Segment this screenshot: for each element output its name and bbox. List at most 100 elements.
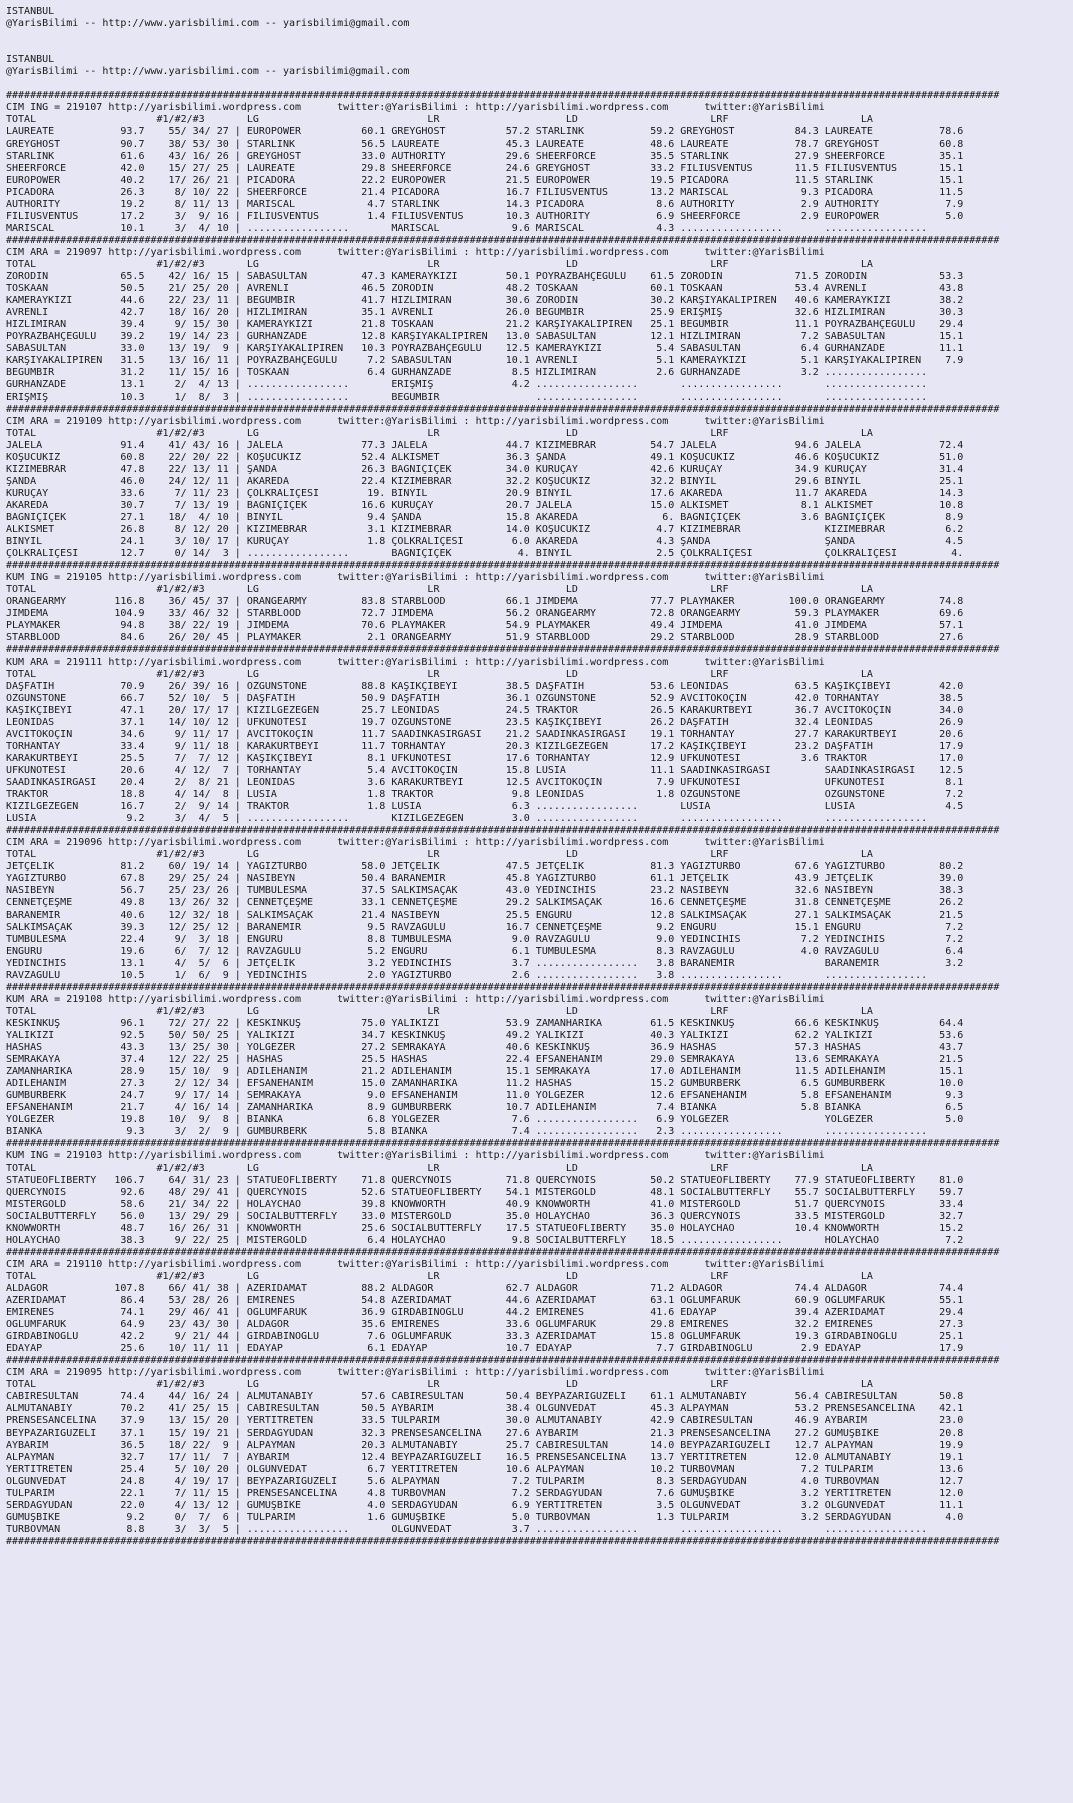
- data-row: BİNYIL 24.1 3/ 10/ 17 | KURUÇAY 1.8 ÇÖLK…: [6, 536, 964, 548]
- data-row: TURBOVMAN 8.8 3/ 3/ 5 | ................…: [6, 1523, 964, 1535]
- block-separator: ########################################…: [6, 1138, 1000, 1150]
- data-row: STARLİNK 61.6 43/ 16/ 26 | GREYGHOST 33.…: [6, 150, 964, 162]
- data-row: YAĞIZTURBO 67.8 29/ 25/ 24 | NASİBEYN 50…: [6, 873, 964, 885]
- data-row: MISTERGOLD 58.6 21/ 34/ 22 | HOLAYCHAO 3…: [6, 1198, 964, 1210]
- data-row: KAŞIKÇIBEYİ 47.1 20/ 17/ 17 | KIZILGEZEG…: [6, 704, 964, 716]
- data-row: OĞLUMFARUK 64.9 23/ 43/ 30 | ALDAGÖR 35.…: [6, 1319, 964, 1331]
- data-row: YEDİNCİHİS 13.1 4/ 5/ 6 | JETÇELİK 3.2 Y…: [6, 957, 964, 969]
- data-row: TORHANTAY 33.4 9/ 11/ 18 | KARAKURTBEYİ …: [6, 740, 964, 752]
- data-row: ŞANDA 46.0 24/ 12/ 11 | AKAREDA 22.4 KIZ…: [6, 475, 964, 487]
- data-row: BEGÜMBİR 31.2 11/ 15/ 16 | TOSKAAN 6.4 G…: [6, 367, 964, 379]
- data-row: JETÇELİK 81.2 60/ 19/ 14 | YAĞIZTURBO 58…: [6, 861, 964, 873]
- data-row: KURUÇAY 33.6 7/ 11/ 23 | ÇÖLKRALİÇESİ 19…: [6, 487, 964, 499]
- data-row: AVRENLİ 42.7 18/ 16/ 20 | HIZLIMİRAN 35.…: [6, 307, 964, 319]
- masthead-contact: @YarisBilimi -- http://www.yarisbilimi.c…: [6, 18, 410, 30]
- block-separator: ########################################…: [6, 234, 1000, 246]
- data-row: ERİŞMİŞ 10.3 1/ 8/ 3 | .................…: [6, 391, 964, 403]
- data-row: FILIUSVENTUS 17.2 3/ 9/ 16 | FILIUSVENTU…: [6, 210, 964, 222]
- data-row: SERDAĞYUDAN 22.0 4/ 13/ 12 | GÜMÜŞBİKE 4…: [6, 1499, 964, 1511]
- data-row: HASHAS 43.3 13/ 25/ 30 | YOLGEZER 27.2 S…: [6, 1042, 964, 1054]
- data-row: KOŞUCUKIZ 60.8 22/ 20/ 22 | KOŞUCUKIZ 52…: [6, 451, 964, 463]
- block-title-219111: KUM ARA = 219111 http://yarisbilimi.word…: [6, 656, 825, 668]
- terminal-report-sheet: ISTANBUL @YarisBilimi -- http://www.yaris…: [6, 6, 1073, 1547]
- data-row: STARBLOOD 84.6 26/ 20/ 45 | PLAYMAKER 2.…: [6, 632, 964, 644]
- data-row: ÖZGÜNSTONE 66.7 52/ 10/ 5 | DAŞFATİH 50.…: [6, 692, 964, 704]
- masthead-spacer: [6, 78, 1073, 90]
- column-header-row: TOTAL #1/#2/#3 LG LR LD LRF LA: [6, 427, 873, 439]
- data-row: KNOWWORTH 48.7 16/ 26/ 31 | KNOWWORTH 25…: [6, 1222, 964, 1234]
- column-header-row: TOTAL #1/#2/#3 LG LR LD LRF LA: [6, 849, 873, 861]
- data-row: BAĞNIÇİÇEK 27.1 18/ 4/ 10 | BİNYIL 9.4 Ş…: [6, 511, 964, 523]
- data-row: JALELA 91.4 41/ 43/ 16 | JALELA 77.3 JAL…: [6, 439, 964, 451]
- data-row: ALPAYMAN 32.7 17/ 11/ 7 | AYBARIM 12.4 B…: [6, 1451, 964, 1463]
- block-title-219110: CIM ARA = 219110 http://yarisbilimi.word…: [6, 1258, 825, 1270]
- data-row: EMİRENES 74.1 29/ 46/ 41 | OĞLUMFARUK 36…: [6, 1307, 964, 1319]
- column-header-row: TOTAL #1/#2/#3 LG LR LD LRF LA: [6, 258, 873, 270]
- masthead-spacer: [6, 30, 1073, 42]
- block-separator: ########################################…: [6, 981, 1000, 993]
- data-row: GREYGHOST 90.7 38/ 53/ 30 | STARLİNK 56.…: [6, 138, 964, 150]
- data-row: KIZIMEBRAR 47.8 22/ 13/ 11 | ŞANDA 26.3 …: [6, 463, 964, 475]
- block-separator: ########################################…: [6, 644, 1000, 656]
- data-row: BEYPAZARIGÜZELİ 37.1 15/ 19/ 21 | SERDAĞ…: [6, 1427, 964, 1439]
- column-header-row: TOTAL #1/#2/#3 LG LR LD LRF LA: [6, 1270, 873, 1282]
- data-row: EDAYAP 25.6 10/ 11/ 11 | EDAYAP 6.1 EDAY…: [6, 1343, 964, 1355]
- block-separator: ########################################…: [6, 403, 1000, 415]
- data-row: DAŞFATİH 70.9 26/ 39/ 16 | ÖZGÜNSTONE 88…: [6, 680, 964, 692]
- data-row: LUSİA 9.2 3/ 4/ 5 | ................. KI…: [6, 813, 964, 825]
- data-row: CENNETÇEŞME 49.8 13/ 26/ 32 | CENNETÇEŞM…: [6, 897, 964, 909]
- data-row: AKAREDA 30.7 7/ 13/ 19 | BAĞNIÇİÇEK 16.6…: [6, 499, 964, 511]
- data-row: OLGUNVEDAT 24.8 4/ 19/ 17 | BEYPAZARIGÜZ…: [6, 1475, 964, 1487]
- data-row: CABİRESULTAN 74.4 44/ 16/ 24 | ALMUTANAB…: [6, 1391, 964, 1403]
- block-title-219095: CIM ARA = 219095 http://yarisbilimi.word…: [6, 1367, 825, 1379]
- block-separator: ########################################…: [6, 1355, 1000, 1367]
- data-row: AUTHORITY 19.2 8/ 11/ 13 | MARISCAL 4.7 …: [6, 198, 964, 210]
- column-header-row: TOTAL #1/#2/#3 LG LR LD LRF LA: [6, 584, 873, 596]
- data-row: EFSANEHANIM 21.7 4/ 16/ 14 | ZAMANHARİKA…: [6, 1102, 964, 1114]
- column-header-row: TOTAL #1/#2/#3 LG LR LD LRF LA: [6, 114, 873, 126]
- data-row: EUROPOWER 40.2 17/ 26/ 21 | PICADORA 22.…: [6, 174, 964, 186]
- column-header-row: TOTAL #1/#2/#3 LG LR LD LRF LA: [6, 1379, 873, 1391]
- data-row: GÜRHANZADE 13.1 2/ 4/ 13 | .............…: [6, 379, 964, 391]
- data-row: BİANKA 9.3 3/ 2/ 9 | GÜMBÜRBERK 5.8 BİAN…: [6, 1126, 964, 1138]
- data-row: NASİBEYN 56.7 25/ 23/ 26 | TUMBULESMA 37…: [6, 885, 964, 897]
- data-row: KARŞIYAKALIPİREN 31.5 13/ 16/ 11 | POYRA…: [6, 355, 964, 367]
- column-header-row: TOTAL #1/#2/#3 LG LR LD LRF LA: [6, 668, 873, 680]
- block-title-219108: KUM ARA = 219108 http://yarisbilimi.word…: [6, 993, 825, 1005]
- masthead-city: ISTANBUL: [6, 6, 55, 17]
- block-title-219103: KUM ING = 219103 http://yarisbilimi.word…: [6, 1150, 825, 1162]
- data-row: ÇÖLKRALİÇESİ 12.7 0/ 14/ 3 | ...........…: [6, 548, 964, 560]
- data-row: PICADORA 26.3 8/ 10/ 22 | SHEERFORCE 21.…: [6, 186, 964, 198]
- data-row: TULPARIM 22.1 7/ 11/ 15 | PRENSESANCELİN…: [6, 1487, 964, 1499]
- data-row: KARAKURTBEYİ 25.5 7/ 7/ 12 | KAŞIKÇIBEYİ…: [6, 752, 964, 764]
- block-separator: ########################################…: [6, 90, 1000, 102]
- masthead-contact: @YarisBilimi -- http://www.yarisbilimi.c…: [6, 66, 410, 78]
- block-title-219105: KUM ING = 219105 http://yarisbilimi.word…: [6, 572, 825, 584]
- block-separator: ########################################…: [6, 1535, 1000, 1547]
- data-row: SEMRAKAYA 37.4 12/ 22/ 25 | HASHAS 25.5 …: [6, 1054, 964, 1066]
- block-title-219096: CIM ARA = 219096 http://yarisbilimi.word…: [6, 837, 825, 849]
- data-row: PRENSESANCELİNA 37.9 13/ 15/ 20 | YERTİT…: [6, 1415, 964, 1427]
- data-row: SAADINKASIRGASI 20.4 2/ 8/ 21 | LEONİDAS…: [6, 777, 964, 788]
- data-row: POYRAZBAHÇEGÜLÜ 39.2 19/ 14/ 23 | GÜRHAN…: [6, 331, 964, 343]
- data-row: HOLAYCHAO 38.3 9/ 22/ 25 | MISTERGOLD 6.…: [6, 1234, 964, 1246]
- data-row: ALMUTANABİY 70.2 41/ 25/ 15 | CABİRESULT…: [6, 1403, 964, 1415]
- data-row: RAVZAGÜLÜ 10.5 1/ 6/ 9 | YEDİNCİHİS 2.0 …: [6, 969, 964, 981]
- block-title-219109: CIM ARA = 219109 http://yarisbilimi.word…: [6, 415, 825, 427]
- column-header-row: TOTAL #1/#2/#3 LG LR LD LRF LA: [6, 1005, 873, 1017]
- data-row: SHEERFORCE 42.0 15/ 27/ 25 | LAUREATE 29…: [6, 162, 964, 174]
- data-row: KAMERAYKIZI 44.6 22/ 23/ 11 | BEGÜMBİR 4…: [6, 295, 964, 307]
- block-separator: ########################################…: [6, 560, 1000, 572]
- data-row: HIZLIMİRAN 39.4 9/ 15/ 30 | KAMERAYKIZI …: [6, 319, 964, 331]
- data-row: ZORODİN 65.5 42/ 16/ 15 | SABASULTAN 47.…: [6, 271, 964, 283]
- data-row: STATUEOFLIBERTY 106.7 64/ 31/ 23 | STATU…: [6, 1174, 964, 1186]
- data-row: YALIKIZI 92.5 50/ 50/ 25 | YALIKIZI 34.7…: [6, 1029, 964, 1041]
- data-row: YOLGEZER 19.8 10/ 9/ 8 | BİANKA 6.8 YOLG…: [6, 1114, 964, 1126]
- data-row: GİRDABİNOĞLU 42.2 9/ 21/ 44 | GİRDABİNOĞ…: [6, 1331, 964, 1343]
- data-row: QUERCYNOIS 92.6 48/ 29/ 41 | QUERCYNOIS …: [6, 1186, 964, 1198]
- data-row: ADİLEHANIM 27.3 2/ 12/ 34 | EFSANEHANIM …: [6, 1078, 964, 1090]
- masthead-spacer: [6, 42, 1073, 54]
- data-row: LEONİDAS 37.1 14/ 10/ 12 | UFKUNÖTESİ 19…: [6, 716, 964, 728]
- data-row: AYBARIM 36.5 18/ 22/ 9 | ALPAYMAN 20.3 A…: [6, 1439, 964, 1451]
- data-row: KESKİNKUŞ 96.1 72/ 27/ 22 | KESKİNKUŞ 75…: [6, 1017, 964, 1029]
